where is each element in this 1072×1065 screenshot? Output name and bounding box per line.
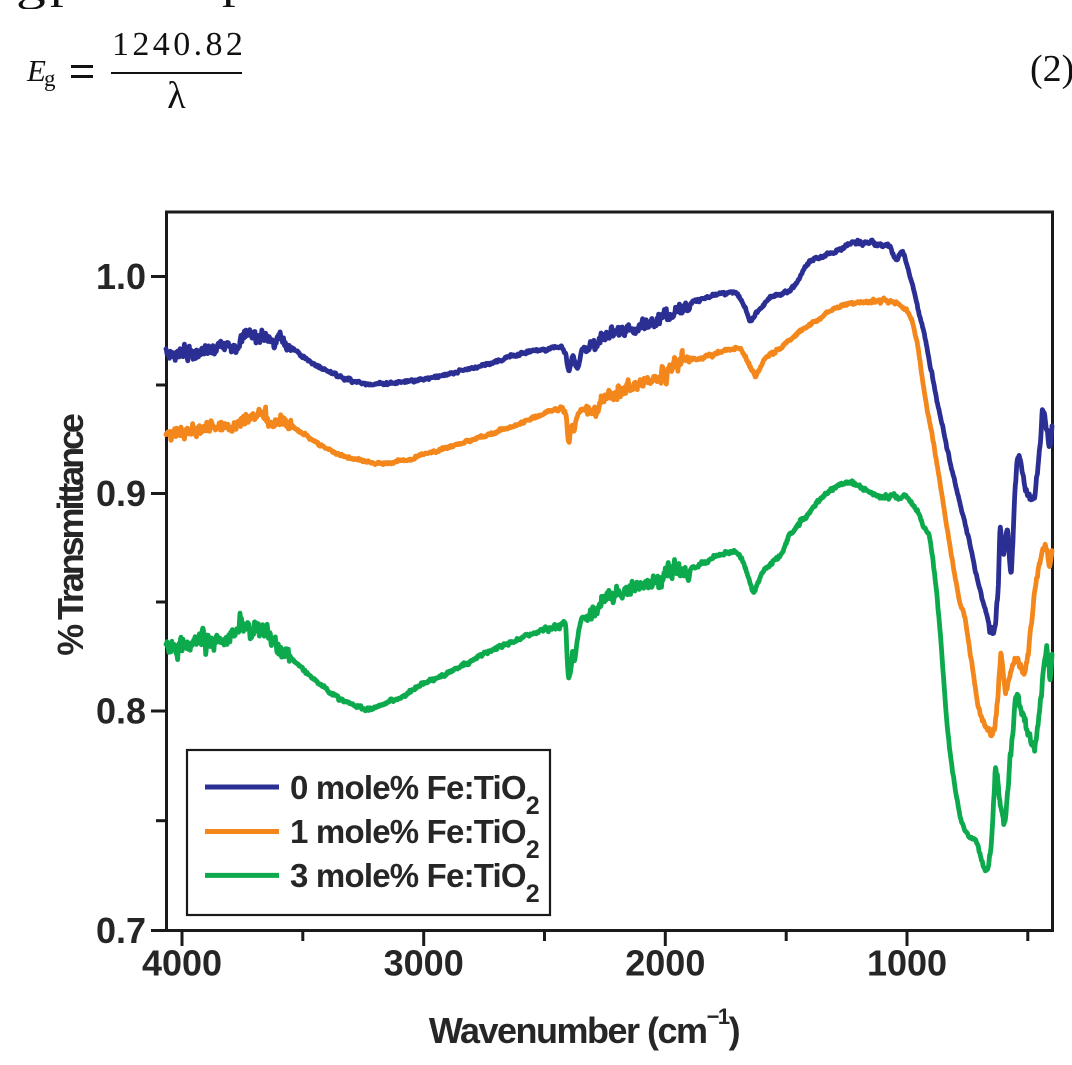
svg-text:Wavenumber (cm−1): Wavenumber (cm−1) [429,1004,740,1051]
svg-text:2000: 2000 [625,943,705,984]
svg-text:4000: 4000 [142,943,222,984]
svg-text:% Transmittance: % Transmittance [50,414,91,656]
svg-text:0.8: 0.8 [96,691,146,732]
svg-text:3000: 3000 [384,943,464,984]
svg-text:0.7: 0.7 [96,910,146,951]
svg-text:0.9: 0.9 [96,473,146,514]
svg-text:1000: 1000 [867,943,947,984]
svg-text:1.0: 1.0 [96,256,146,297]
